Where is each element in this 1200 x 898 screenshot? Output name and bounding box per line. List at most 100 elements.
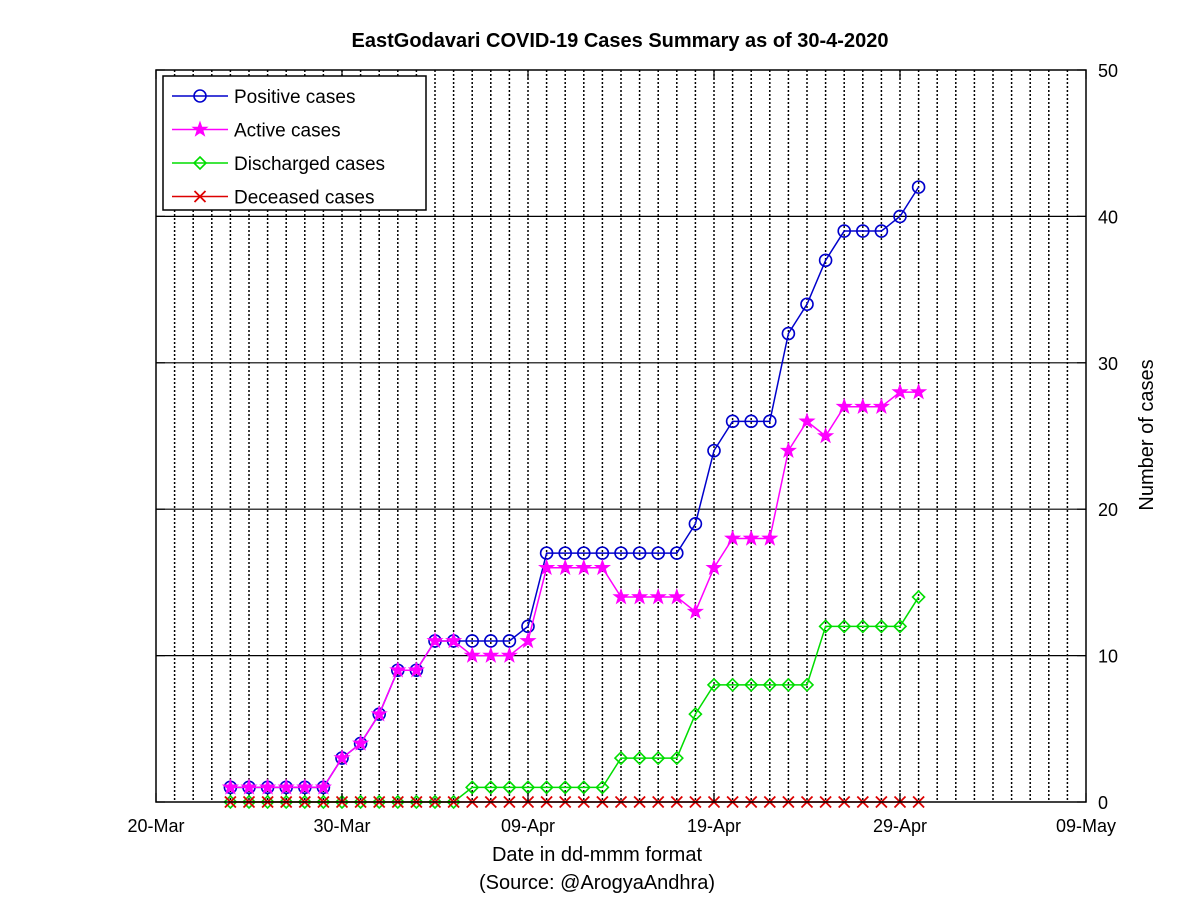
legend-item: Discharged cases	[172, 154, 385, 175]
data-point	[799, 677, 815, 693]
data-point	[893, 209, 907, 224]
legend-item: Active cases	[172, 120, 341, 142]
chart-title: EastGodavari COVID-19 Cases Summary as o…	[352, 30, 889, 52]
data-point	[409, 794, 424, 810]
data-point	[241, 794, 257, 810]
data-point	[427, 794, 443, 810]
data-point	[669, 750, 684, 766]
data-point	[817, 426, 835, 444]
data-point	[538, 558, 556, 576]
data-point	[651, 750, 666, 766]
data-point	[463, 646, 481, 663]
data-point	[855, 224, 870, 238]
data-point	[891, 383, 909, 400]
data-point	[724, 529, 742, 546]
data-point	[874, 619, 889, 634]
data-point	[800, 297, 814, 312]
data-point	[779, 441, 797, 458]
legend: Positive cases Active cases Discharged cas…	[162, 75, 427, 211]
data-point	[781, 326, 796, 341]
data-point	[613, 750, 629, 766]
data-point	[352, 734, 370, 751]
legend-label: Positive cases	[234, 87, 355, 108]
data-point	[260, 794, 275, 810]
data-point	[446, 794, 461, 810]
x-tick-label: 09-Apr	[501, 816, 555, 836]
series-active-cases	[221, 383, 928, 795]
data-point	[762, 677, 777, 693]
data-point	[837, 619, 852, 634]
data-point	[407, 661, 425, 678]
x-tick-label: 29-Apr	[873, 816, 927, 836]
data-point	[725, 414, 740, 429]
data-point	[855, 619, 870, 634]
data-point	[389, 661, 407, 678]
data-point	[911, 180, 926, 194]
data-point	[798, 412, 816, 429]
data-point	[370, 705, 388, 722]
data-point	[818, 619, 833, 634]
x-tick-label: 20-Mar	[127, 816, 184, 836]
data-point	[651, 546, 666, 560]
x-tick-label: 30-Mar	[313, 816, 370, 836]
data-point	[297, 794, 312, 810]
data-point	[631, 588, 649, 605]
data-point	[296, 778, 314, 795]
y-tick-label: 30	[1098, 354, 1118, 374]
data-point	[686, 602, 704, 619]
data-point	[334, 794, 350, 810]
data-point	[279, 794, 294, 810]
data-point	[500, 646, 518, 663]
data-point	[706, 677, 722, 693]
data-point	[688, 707, 703, 722]
data-point	[191, 120, 209, 137]
data-point	[193, 190, 207, 203]
data-point	[872, 397, 890, 415]
data-point	[519, 631, 537, 649]
data-point	[707, 443, 721, 458]
data-point	[688, 517, 703, 531]
plot-frame	[155, 69, 1087, 803]
data-point	[910, 383, 928, 400]
data-point	[316, 794, 331, 810]
data-point	[668, 588, 686, 605]
legend-label: Deceased cases	[234, 188, 374, 209]
data-point	[277, 778, 295, 795]
legend-box	[162, 75, 427, 211]
data-point	[614, 546, 628, 560]
data-point	[835, 397, 853, 415]
legend-label: Active cases	[234, 121, 341, 142]
data-point	[372, 794, 387, 810]
data-point	[818, 253, 833, 268]
x-axis-label: Date in dd-mmm format	[492, 844, 702, 866]
data-point	[445, 631, 463, 649]
data-point	[426, 631, 444, 649]
data-point	[221, 778, 239, 795]
y-axis-label: Number of cases	[1136, 359, 1158, 510]
legend-item: Deceased cases	[172, 188, 374, 209]
data-point	[240, 778, 258, 795]
y-tick-label: 10	[1098, 647, 1118, 667]
data-point	[193, 89, 207, 103]
y-tick-label: 20	[1098, 500, 1118, 520]
data-point	[742, 529, 760, 546]
data-point	[314, 778, 332, 795]
data-point	[483, 780, 498, 795]
data-point	[762, 414, 777, 429]
series-group	[221, 180, 928, 810]
x-tick-label: 09-May	[1056, 816, 1116, 836]
data-point	[556, 558, 574, 576]
data-point	[575, 558, 593, 576]
data-point	[761, 529, 779, 546]
data-point	[539, 780, 554, 795]
data-point	[576, 780, 591, 795]
data-point	[781, 677, 796, 693]
data-point	[333, 749, 351, 766]
data-point	[632, 546, 647, 560]
x-tick-label: 19-Apr	[687, 816, 741, 836]
x-axis-source: (Source: @ArogyaAndhra)	[479, 872, 715, 894]
y-tick-label: 40	[1098, 207, 1118, 227]
data-point	[482, 646, 500, 663]
legend-item: Positive cases	[172, 87, 355, 108]
data-point	[353, 794, 368, 810]
